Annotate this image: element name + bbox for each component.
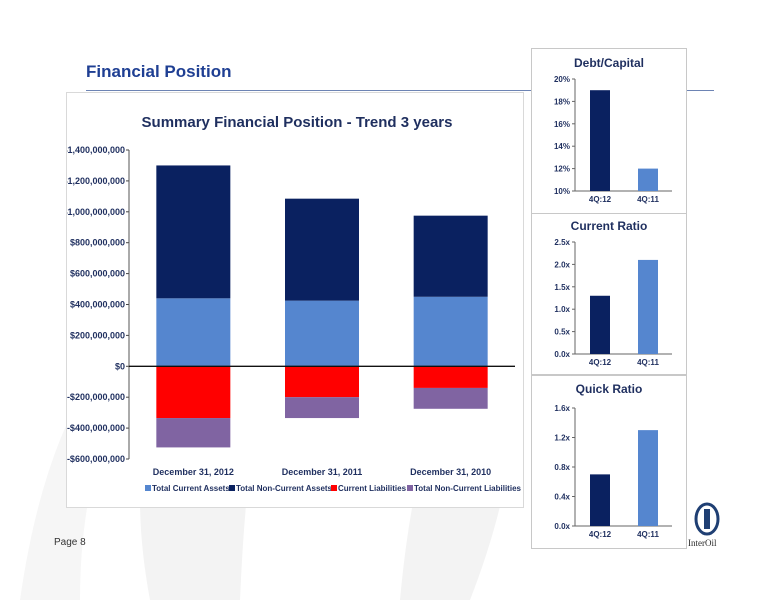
x-category-label: December 31, 2011 xyxy=(282,467,363,477)
bar-current-liabilities-december-31-2010 xyxy=(413,366,488,388)
y-tick-label: $200,000,000 xyxy=(70,330,125,340)
logo-text: InterOil xyxy=(688,538,717,548)
legend-swatch-total-non-current-liabilities xyxy=(407,485,413,491)
interoil-logo-icon xyxy=(694,502,720,536)
y-tick-label: $1,400,000,000 xyxy=(67,145,125,155)
x-category-label: December 31, 2012 xyxy=(153,467,234,477)
y-tick-label: 18% xyxy=(554,97,570,106)
slide-title: Financial Position xyxy=(86,62,232,81)
y-tick-label: $0 xyxy=(115,361,125,371)
legend-swatch-total-current-assets xyxy=(145,485,151,491)
y-tick-label: 1.5x xyxy=(554,283,570,292)
legend-label-total-non-current-liabilities: Total Non-Current Liabilities xyxy=(414,484,522,493)
bar-4q-11 xyxy=(638,430,658,526)
y-tick-label: 1.0x xyxy=(554,305,570,314)
legend-label-total-current-assets: Total Current Assets xyxy=(152,484,230,493)
bar-total-non-current-liabilities-december-31-2012 xyxy=(156,418,231,448)
y-tick-label: 16% xyxy=(554,120,570,129)
title-divider xyxy=(86,90,714,91)
bar-total-non-current-assets-december-31-2011 xyxy=(285,198,359,301)
y-tick-label: 1.6x xyxy=(554,404,570,413)
y-tick-label: -$400,000,000 xyxy=(67,423,125,433)
bar-total-current-assets-december-31-2011 xyxy=(285,300,359,367)
debt-capital-chart-svg: Debt/Capital 20% 18% 16% 14% 12% 10% 4Q:12 4Q:11 xyxy=(554,56,672,204)
summary-chart-svg: Summary Financial Position - Trend 3 yea… xyxy=(67,114,522,493)
page-number: Page 8 xyxy=(54,537,86,548)
x-category-label: 4Q:11 xyxy=(637,530,659,539)
x-category-label: 4Q:12 xyxy=(589,530,612,539)
y-tick-label: $1,000,000,000 xyxy=(67,207,125,217)
bar-4q-11 xyxy=(638,259,658,354)
y-tick-label: 2.5x xyxy=(554,238,570,247)
y-tick-label: 0.5x xyxy=(554,328,570,337)
bar-4q-12 xyxy=(590,90,610,191)
y-tick-label: -$200,000,000 xyxy=(67,392,125,402)
current-ratio-panel: Current Ratio 2.5x 2.0x 1.5x 1.0x 0.5x 0.0x 4Q:… xyxy=(531,213,687,375)
current-ratio-title: Current Ratio xyxy=(571,219,648,233)
y-tick-label: 2.0x xyxy=(554,260,570,269)
y-tick-label: $400,000,000 xyxy=(70,300,125,310)
bar-current-liabilities-december-31-2012 xyxy=(156,366,231,419)
x-category-label: December 31, 2010 xyxy=(410,467,491,477)
summary-financial-position-chart: Summary Financial Position - Trend 3 yea… xyxy=(66,92,524,508)
y-tick-label: $600,000,000 xyxy=(70,269,125,279)
bar-total-non-current-assets-december-31-2010 xyxy=(413,215,488,297)
y-tick-label: 14% xyxy=(554,142,570,151)
bar-total-current-assets-december-31-2012 xyxy=(156,298,231,367)
bar-4q-12 xyxy=(590,474,610,526)
y-tick-label: 20% xyxy=(554,75,570,84)
bar-total-non-current-liabilities-december-31-2010 xyxy=(413,387,488,409)
bar-current-liabilities-december-31-2011 xyxy=(285,366,359,398)
bar-4q-12 xyxy=(590,295,610,354)
x-category-label: 4Q:12 xyxy=(589,358,612,367)
x-category-label: 4Q:11 xyxy=(637,195,659,204)
x-category-label: 4Q:11 xyxy=(637,358,659,367)
chart-title: Summary Financial Position - Trend 3 yea… xyxy=(142,114,453,131)
debt-capital-title: Debt/Capital xyxy=(574,56,644,70)
bar-total-current-assets-december-31-2010 xyxy=(413,296,488,367)
legend-label-current-liabilities: Current Liabilities xyxy=(338,484,407,493)
y-tick-label: $800,000,000 xyxy=(70,238,125,248)
bar-total-non-current-liabilities-december-31-2011 xyxy=(285,397,359,419)
y-tick-label: 0.4x xyxy=(554,493,570,502)
bar-total-non-current-assets-december-31-2012 xyxy=(156,165,231,299)
y-tick-label: -$600,000,000 xyxy=(67,454,125,464)
quick-ratio-panel: Quick Ratio 1.6x 1.2x 0.8x 0.4x 0.0x 4Q:12 4Q:1… xyxy=(531,375,687,549)
legend-label-total-non-current-assets: Total Non-Current Assets xyxy=(236,484,333,493)
y-tick-label: 0.8x xyxy=(554,463,570,472)
y-tick-label: $1,200,000,000 xyxy=(67,176,125,186)
bar-4q-11 xyxy=(638,168,658,191)
legend-swatch-total-non-current-assets xyxy=(229,485,235,491)
y-tick-label: 10% xyxy=(554,187,570,196)
y-tick-label: 0.0x xyxy=(554,350,570,359)
quick-ratio-chart-svg: Quick Ratio 1.6x 1.2x 0.8x 0.4x 0.0x 4Q:12 4Q:1… xyxy=(554,382,672,539)
debt-capital-panel: Debt/Capital 20% 18% 16% 14% 12% 10% 4Q:12 4Q:11 xyxy=(531,48,687,214)
quick-ratio-title: Quick Ratio xyxy=(576,382,643,396)
y-tick-label: 0.0x xyxy=(554,522,570,531)
legend-swatch-current-liabilities xyxy=(331,485,337,491)
y-tick-label: 12% xyxy=(554,165,570,174)
y-tick-label: 1.2x xyxy=(554,434,570,443)
x-category-label: 4Q:12 xyxy=(589,195,612,204)
